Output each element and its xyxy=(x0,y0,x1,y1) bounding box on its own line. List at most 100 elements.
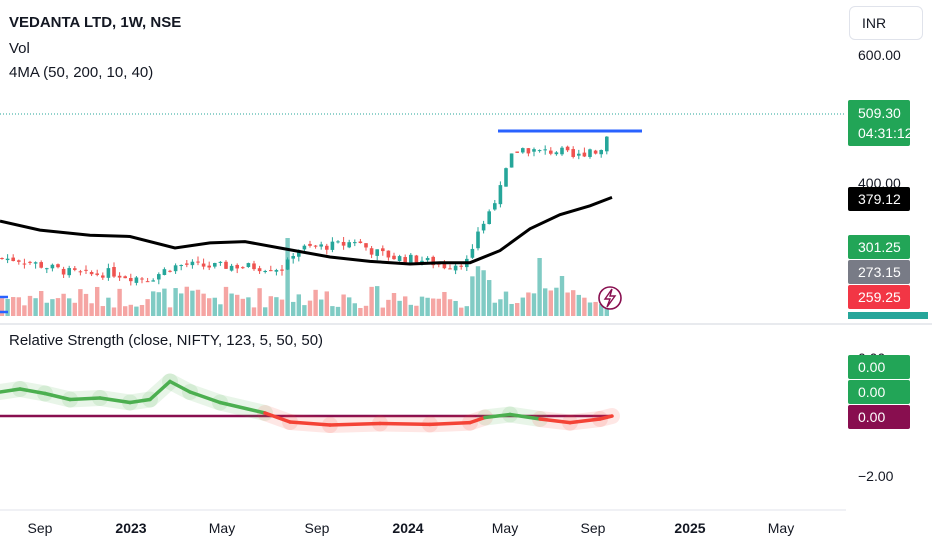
volume-bar xyxy=(201,293,206,316)
rs-segment xyxy=(328,421,382,427)
volume-bar xyxy=(285,238,290,316)
volume-bar xyxy=(134,306,139,316)
rs-segment xyxy=(538,417,572,425)
rs-tag-1[interactable]: 0.00 xyxy=(848,355,910,379)
currency-button[interactable]: INR xyxy=(849,6,923,40)
volume-bar xyxy=(22,305,27,316)
volume-bar xyxy=(78,289,83,316)
time-label: 2023 xyxy=(115,520,147,536)
rs-segment xyxy=(598,414,614,421)
rs-segment xyxy=(568,417,602,425)
volume-bar xyxy=(403,296,408,316)
volume-bar xyxy=(33,298,38,316)
candle-body xyxy=(285,259,290,270)
dividend-circle[interactable] xyxy=(598,286,622,310)
candle-body xyxy=(341,241,346,246)
candle-body xyxy=(185,263,189,265)
candle-body xyxy=(201,263,206,267)
symbol-title[interactable]: VEDANTA LTD, 1W, NSE xyxy=(9,14,182,31)
candle-body xyxy=(369,248,374,255)
volume-bar xyxy=(195,289,201,316)
candle-body xyxy=(425,257,430,261)
rs-segment xyxy=(508,412,542,421)
volume-bar xyxy=(50,299,55,316)
candle-body xyxy=(168,270,172,272)
last-price-tag[interactable]: 509.30 04:31:12 xyxy=(848,100,913,146)
candle-body xyxy=(73,268,77,270)
volume-bar xyxy=(5,298,10,316)
volume-bar xyxy=(235,294,240,316)
volume-bar xyxy=(537,258,542,316)
volume-bar xyxy=(447,299,453,316)
candle-body xyxy=(179,265,183,267)
candle-body xyxy=(50,264,55,269)
candle-body xyxy=(157,274,161,280)
volume-bar xyxy=(229,293,234,316)
candle-body xyxy=(565,146,570,151)
volume-bar xyxy=(369,286,374,316)
candle-body xyxy=(549,150,553,154)
volume-bar xyxy=(363,305,369,316)
candle-body xyxy=(218,261,223,263)
volume-bar xyxy=(375,286,380,316)
volume-tag-2[interactable]: 273.15 xyxy=(848,260,910,284)
volume-bar xyxy=(95,286,100,316)
candle-body xyxy=(381,248,385,252)
ma-legend[interactable]: 4MA (50, 200, 10, 40) xyxy=(9,64,154,81)
candle-body xyxy=(336,241,340,243)
candle-body xyxy=(117,275,122,278)
volume-bar xyxy=(386,299,391,316)
candle-body xyxy=(196,261,200,263)
last-price-value: 509.30 xyxy=(858,105,901,121)
volume-bar xyxy=(0,298,5,316)
rs-tag-3[interactable]: 0.00 xyxy=(848,405,910,429)
volume-tag-1[interactable]: 301.25 xyxy=(848,235,910,259)
candle-body xyxy=(106,268,111,278)
volume-bar xyxy=(151,291,156,316)
volume-bar xyxy=(55,298,61,316)
volume-legend[interactable]: Vol xyxy=(9,40,30,57)
candle-body xyxy=(269,270,273,272)
volume-bar xyxy=(218,304,223,316)
volume-bar xyxy=(531,293,537,316)
volume-bar xyxy=(207,298,212,316)
volume-bar xyxy=(470,276,475,316)
volume-bar xyxy=(391,293,397,316)
volume-bar xyxy=(565,292,570,316)
candle-body xyxy=(504,168,508,187)
volume-bar xyxy=(503,291,509,316)
volume-bar xyxy=(128,304,133,316)
time-label: May xyxy=(767,520,795,536)
candle-body xyxy=(330,241,335,250)
volume-bar xyxy=(509,303,514,316)
dividends-marker[interactable] xyxy=(598,286,622,310)
rs-segment xyxy=(0,387,22,394)
candle-body xyxy=(78,271,83,273)
volume-tag-3[interactable]: 259.25 xyxy=(848,285,910,309)
volume-bar xyxy=(173,288,178,316)
candle-body xyxy=(56,264,60,268)
candle-body xyxy=(224,261,228,269)
candle-body xyxy=(129,278,133,282)
rs-legend[interactable]: Relative Strength (close, NIFTY, 123, 5,… xyxy=(9,332,324,349)
volume-bar xyxy=(268,296,273,316)
volume-bar xyxy=(72,302,77,316)
volume-bar xyxy=(559,276,565,316)
candle-body xyxy=(123,276,127,279)
candle-body xyxy=(481,223,486,231)
rs-segment xyxy=(378,421,432,427)
volume-bar xyxy=(520,297,525,316)
candle-body xyxy=(112,267,116,277)
volume-bar xyxy=(492,302,497,316)
rs-tag-2[interactable]: 0.00 xyxy=(848,380,910,404)
candle-body xyxy=(470,248,475,258)
candle-body xyxy=(571,149,575,157)
ma-value-tag[interactable]: 379.12 xyxy=(848,187,910,211)
candle-body xyxy=(448,268,452,270)
candle-body xyxy=(28,261,32,263)
candle-body xyxy=(605,136,609,152)
candle-body xyxy=(459,265,463,267)
volume-bar xyxy=(593,301,598,316)
volume-bar xyxy=(419,296,425,316)
